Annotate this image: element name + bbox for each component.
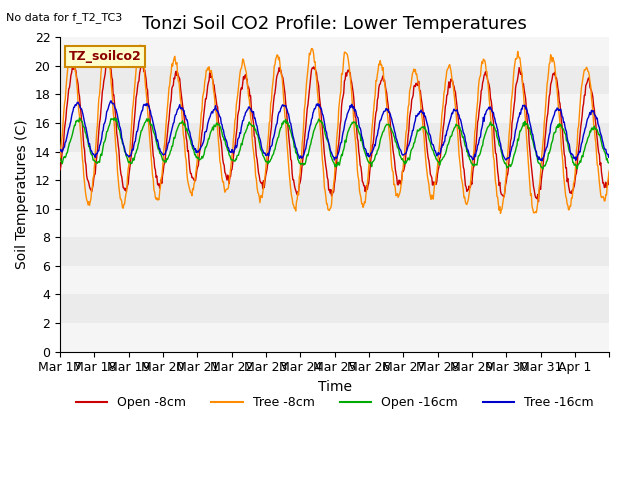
Tree -8cm — [250, 148, 257, 154]
Tree -16cm — [605, 151, 613, 157]
Open -16cm — [223, 143, 230, 149]
Open -16cm — [56, 156, 64, 161]
Tree -8cm — [136, 42, 144, 48]
Tree -16cm — [250, 109, 257, 115]
X-axis label: Time: Time — [318, 380, 352, 394]
Legend: Open -8cm, Tree -8cm, Open -16cm, Tree -16cm: Open -8cm, Tree -8cm, Open -16cm, Tree -… — [71, 391, 598, 414]
Tree -16cm — [271, 132, 278, 138]
Tree -8cm — [392, 193, 400, 199]
Open -16cm — [271, 147, 278, 153]
Open -8cm — [271, 93, 278, 99]
Bar — [60, 66, 609, 95]
Open -16cm — [392, 139, 400, 144]
Open -16cm — [605, 160, 613, 166]
Tree -16cm — [122, 149, 129, 155]
Tree -16cm — [538, 158, 546, 164]
Y-axis label: Soil Temperatures (C): Soil Temperatures (C) — [15, 120, 29, 269]
Open -8cm — [122, 185, 129, 191]
Tree -16cm — [423, 120, 431, 125]
Tree -8cm — [223, 186, 230, 192]
Bar — [60, 323, 609, 351]
Open -8cm — [392, 171, 400, 177]
Open -16cm — [111, 115, 118, 121]
Open -8cm — [605, 169, 613, 175]
Tree -8cm — [271, 63, 278, 69]
Tree -8cm — [56, 158, 64, 164]
Open -8cm — [534, 199, 542, 204]
Open -8cm — [423, 142, 431, 148]
Title: Tonzi Soil CO2 Profile: Lower Temperatures: Tonzi Soil CO2 Profile: Lower Temperatur… — [142, 15, 527, 33]
Bar — [60, 152, 609, 180]
Open -16cm — [122, 149, 129, 155]
Line: Tree -16cm: Tree -16cm — [60, 101, 609, 161]
Text: TZ_soilco2: TZ_soilco2 — [68, 50, 141, 63]
Tree -8cm — [423, 167, 431, 173]
Open -8cm — [104, 58, 112, 63]
Text: No data for f_T2_TC3: No data for f_T2_TC3 — [6, 12, 123, 23]
Open -8cm — [56, 167, 64, 172]
Tree -16cm — [107, 98, 115, 104]
Bar — [60, 123, 609, 152]
Bar — [60, 294, 609, 323]
Bar — [60, 95, 609, 123]
Tree -8cm — [497, 211, 504, 216]
Tree -16cm — [56, 148, 64, 154]
Open -16cm — [423, 130, 431, 135]
Open -16cm — [539, 166, 547, 172]
Tree -16cm — [392, 135, 400, 141]
Open -8cm — [223, 174, 230, 180]
Open -16cm — [250, 122, 257, 128]
Line: Open -8cm: Open -8cm — [60, 60, 609, 202]
Line: Tree -8cm: Tree -8cm — [60, 45, 609, 214]
Tree -8cm — [121, 201, 129, 207]
Bar — [60, 237, 609, 266]
Bar — [60, 266, 609, 294]
Bar — [60, 209, 609, 237]
Line: Open -16cm: Open -16cm — [60, 118, 609, 169]
Bar — [60, 37, 609, 66]
Tree -16cm — [223, 137, 230, 143]
Open -8cm — [250, 120, 257, 126]
Bar — [60, 180, 609, 209]
Tree -8cm — [605, 168, 613, 173]
